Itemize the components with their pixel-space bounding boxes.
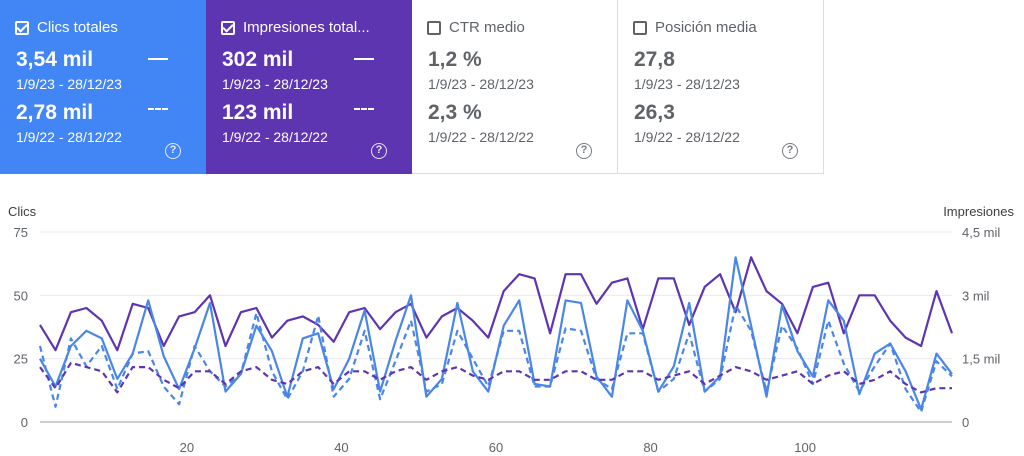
- card-date-current: 1/9/23 - 28/12/23: [16, 76, 122, 92]
- card-date-current: 1/9/23 - 28/12/23: [634, 76, 740, 92]
- left-tick-label: 0: [21, 415, 28, 430]
- card-label: Posición media: [655, 19, 757, 36]
- series-line-impresiones: [39, 256, 954, 352]
- series-line-dashed-clics: [38, 304, 953, 413]
- card-value-previous: 26,3: [634, 101, 675, 124]
- card-date-current: 1/9/23 - 28/12/23: [222, 76, 328, 92]
- card-value-current: 1,2 %: [428, 48, 482, 71]
- x-tick-label: 80: [643, 440, 657, 455]
- card-date-current: 1/9/23 - 28/12/23: [428, 76, 534, 92]
- card-date-previous: 1/9/22 - 28/12/22: [222, 129, 328, 145]
- card-label: Impresiones total...: [243, 19, 370, 36]
- checkbox-icon[interactable]: [427, 20, 441, 35]
- help-icon[interactable]: ?: [371, 143, 387, 159]
- card-header: Posición media: [633, 19, 757, 36]
- card-value-current: 3,54 mil: [16, 48, 94, 71]
- card-value-current: 302 mil: [222, 48, 294, 71]
- right-tick-label: 1,5 mil: [962, 352, 1000, 367]
- left-tick-label: 50: [14, 288, 28, 303]
- checkbox-icon[interactable]: [633, 20, 647, 35]
- help-icon[interactable]: ?: [165, 143, 181, 159]
- series-line-dashed-impresiones: [39, 361, 952, 394]
- card-label: Clics totales: [37, 19, 118, 36]
- card-posicion-media[interactable]: Posición media 27,8 1/9/23 - 28/12/23 26…: [618, 0, 824, 174]
- x-tick-label: 40: [334, 440, 348, 455]
- right-tick-label: 4,5 mil: [962, 225, 1000, 240]
- left-tick-label: 25: [14, 352, 28, 367]
- card-date-previous: 1/9/22 - 28/12/22: [634, 129, 740, 145]
- card-value-previous: 123 mil: [222, 101, 294, 124]
- help-icon[interactable]: ?: [576, 143, 592, 159]
- help-icon[interactable]: ?: [782, 143, 798, 159]
- solid-line-legend-icon: [354, 58, 374, 60]
- card-value-previous: 2,3 %: [428, 101, 482, 124]
- card-date-previous: 1/9/22 - 28/12/22: [428, 129, 534, 145]
- card-value-current: 27,8: [634, 48, 675, 71]
- card-header: Impresiones total...: [221, 19, 370, 36]
- card-date-previous: 1/9/22 - 28/12/22: [16, 129, 122, 145]
- x-tick-label: 100: [794, 440, 816, 455]
- metric-cards: Clics totales 3,54 mil 1/9/23 - 28/12/23…: [0, 0, 824, 174]
- right-tick-label: 0: [962, 415, 969, 430]
- chart-plot[interactable]: 0 25 50 75 0 1,5 mil 3 mil 4,5 mil 20 40 60 80 100: [0, 196, 1024, 456]
- card-ctr-medio[interactable]: CTR medio 1,2 % 1/9/23 - 28/12/23 2,3 % …: [412, 0, 618, 174]
- solid-line-legend-icon: [148, 58, 168, 60]
- x-tick-label: 60: [489, 440, 503, 455]
- left-axis-title: Clics: [8, 204, 37, 219]
- right-tick-label: 3 mil: [962, 288, 990, 303]
- left-tick-label: 75: [14, 225, 28, 240]
- card-header: Clics totales: [15, 19, 118, 36]
- right-axis-title: Impresiones: [943, 204, 1014, 219]
- card-header: CTR medio: [427, 19, 525, 36]
- card-label: CTR medio: [449, 19, 525, 36]
- x-tick-label: 20: [180, 440, 194, 455]
- card-clics-totales[interactable]: Clics totales 3,54 mil 1/9/23 - 28/12/23…: [0, 0, 206, 174]
- checkbox-icon[interactable]: [221, 20, 235, 35]
- dashed-line-legend-icon: [148, 108, 168, 110]
- dashed-line-legend-icon: [354, 108, 374, 110]
- card-value-previous: 2,78 mil: [16, 101, 94, 124]
- performance-chart: Clics Impresiones 0 25 50 75 0 1,5 mil 3 mil 4,…: [0, 196, 1024, 456]
- checkbox-icon[interactable]: [15, 20, 29, 35]
- card-impresiones-totales[interactable]: Impresiones total... 302 mil 1/9/23 - 28…: [206, 0, 412, 174]
